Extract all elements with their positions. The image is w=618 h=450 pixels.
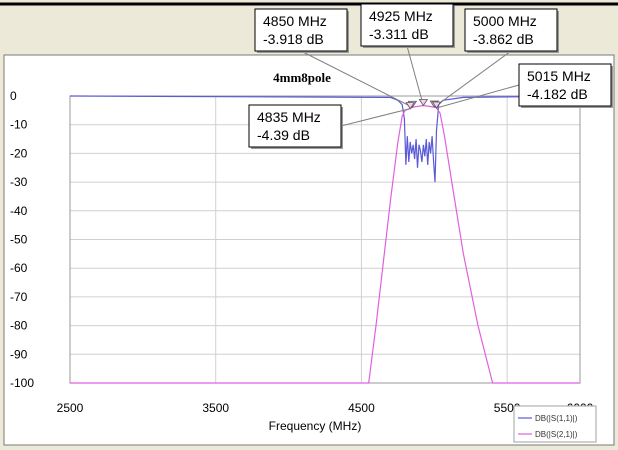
marker-box xyxy=(254,8,348,52)
marker-leader-line xyxy=(433,50,512,108)
marker-frequency: 5015 MHz xyxy=(527,68,591,84)
y-tick-label: -90 xyxy=(10,347,28,361)
marker-box xyxy=(518,63,612,107)
chart-title: 4mm8pole xyxy=(273,70,331,85)
y-tick-label: -10 xyxy=(10,118,28,132)
legend-entry: DB(|S(1,1)|) xyxy=(535,414,578,423)
marker-annotation: 4835 MHz -4.39 dB xyxy=(248,102,415,149)
marker-box xyxy=(464,8,558,52)
marker-db-value: -3.862 dB xyxy=(473,31,534,47)
marker-frequency: 5000 MHz xyxy=(473,13,537,29)
marker-db-value: -3.918 dB xyxy=(263,31,324,47)
y-tick-label: -70 xyxy=(10,290,28,304)
x-tick-label: 3500 xyxy=(202,401,229,415)
marker-frequency: 4835 MHz xyxy=(257,109,321,125)
series-line xyxy=(69,95,581,183)
marker-annotation: 5000 MHz -3.862 dB xyxy=(429,8,559,108)
marker-annotation: 4925 MHz -3.311 dB xyxy=(360,3,455,107)
marker-triangle xyxy=(431,101,442,109)
marker-leader-line xyxy=(436,84,520,109)
x-tick-label: 4500 xyxy=(348,401,375,415)
marker-box xyxy=(248,104,342,148)
grid xyxy=(69,95,581,384)
y-tick-label: -20 xyxy=(10,146,28,160)
marker-annotation: 4850 MHz -3.918 dB xyxy=(254,8,418,108)
marker-leader-line xyxy=(300,50,413,108)
marker-db-value: -3.311 dB xyxy=(369,26,429,42)
series-layer xyxy=(69,95,581,384)
marker-annotation: 5015 MHz -4.182 dB xyxy=(431,63,613,109)
marker-triangle xyxy=(418,99,429,107)
y-tick-label: -30 xyxy=(10,175,28,189)
tick-labels: 0 -10 -20 -30 -40 -50 -60 -70 -80 -90 -100 2500 3500… xyxy=(10,89,594,415)
y-tick-label: -100 xyxy=(10,376,34,390)
marker-triangle xyxy=(405,102,415,110)
marker-box xyxy=(360,3,454,47)
marker-leader-line xyxy=(406,45,424,106)
y-tick-label: -50 xyxy=(10,233,28,247)
x-tick-label: 2500 xyxy=(57,401,84,415)
x-axis-label: Frequency (MHz) xyxy=(269,419,362,433)
marker-frequency: 4850 MHz xyxy=(263,13,327,29)
legend: DB(|S(1,1)|) DB(|S(2,1)|) xyxy=(513,405,597,443)
marker-frequency: 4925 MHz xyxy=(369,8,433,24)
y-tick-label: 0 xyxy=(10,89,17,103)
y-tick-label: -40 xyxy=(10,204,28,218)
legend-box xyxy=(513,405,597,443)
legend-entry: DB(|S(2,1)|) xyxy=(535,430,578,439)
marker-db-value: -4.182 dB xyxy=(527,86,588,102)
series-line xyxy=(70,104,580,384)
y-tick-label: -60 xyxy=(10,261,28,275)
marker-db-value: -4.39 dB xyxy=(257,127,310,143)
y-tick-label: -80 xyxy=(10,319,28,333)
marker-leader-line xyxy=(340,108,411,127)
